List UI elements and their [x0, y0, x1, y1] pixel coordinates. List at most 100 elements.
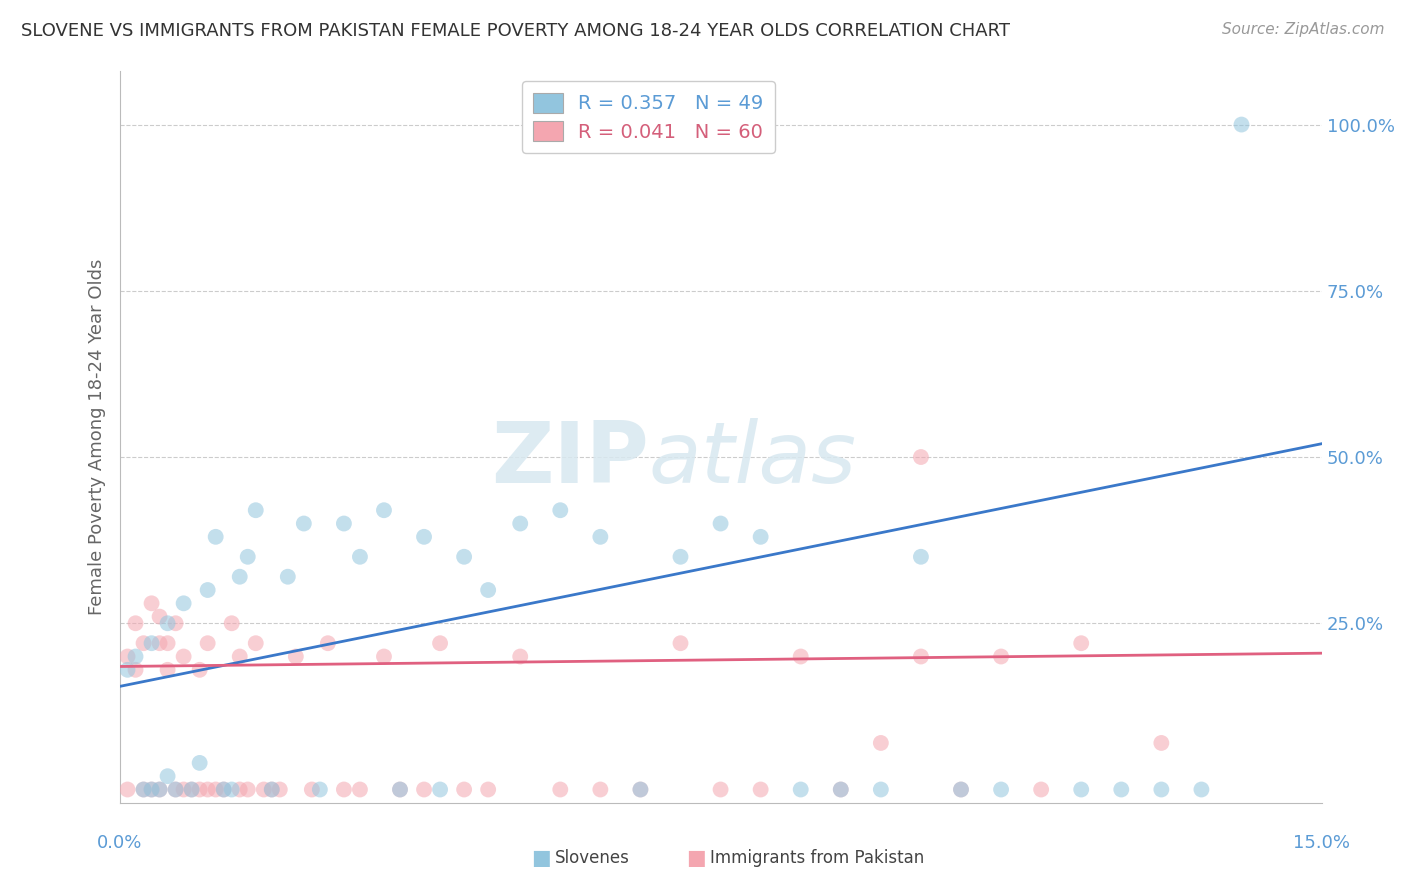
- Point: [149, 782, 172, 797]
- Point: [260, 782, 283, 797]
- Point: [156, 616, 179, 631]
- Point: [950, 782, 973, 797]
- Point: [373, 649, 395, 664]
- Point: [156, 663, 179, 677]
- Legend: R = 0.357   N = 49, R = 0.041   N = 60: R = 0.357 N = 49, R = 0.041 N = 60: [522, 81, 775, 153]
- Point: [156, 769, 179, 783]
- Point: [197, 636, 219, 650]
- Point: [173, 649, 195, 664]
- Point: [630, 782, 652, 797]
- Point: [188, 756, 211, 770]
- Point: [1029, 782, 1052, 797]
- Point: [141, 596, 163, 610]
- Y-axis label: Female Poverty Among 18-24 Year Olds: Female Poverty Among 18-24 Year Olds: [87, 259, 105, 615]
- Point: [910, 549, 932, 564]
- Point: [253, 782, 276, 797]
- Point: [413, 530, 436, 544]
- Point: [269, 782, 291, 797]
- Point: [388, 782, 412, 797]
- Point: [349, 782, 371, 797]
- Point: [869, 782, 893, 797]
- Point: [292, 516, 315, 531]
- Point: [197, 782, 219, 797]
- Point: [277, 570, 299, 584]
- Point: [141, 782, 163, 797]
- Point: [1111, 782, 1133, 797]
- Point: [212, 782, 235, 797]
- Point: [165, 782, 187, 797]
- Point: [141, 782, 163, 797]
- Point: [669, 549, 692, 564]
- Point: [316, 636, 339, 650]
- Point: [197, 582, 219, 597]
- Point: [950, 782, 973, 797]
- Point: [132, 782, 155, 797]
- Text: ZIP: ZIP: [491, 417, 648, 500]
- Point: [117, 649, 139, 664]
- Point: [188, 782, 211, 797]
- Point: [301, 782, 323, 797]
- Text: Source: ZipAtlas.com: Source: ZipAtlas.com: [1222, 22, 1385, 37]
- Point: [156, 636, 179, 650]
- Point: [333, 516, 356, 531]
- Point: [204, 530, 226, 544]
- Point: [1070, 782, 1092, 797]
- Point: [1150, 782, 1173, 797]
- Point: [149, 609, 172, 624]
- Point: [349, 549, 371, 564]
- Point: [477, 582, 499, 597]
- Point: [165, 616, 187, 631]
- Point: [869, 736, 893, 750]
- Point: [429, 636, 451, 650]
- Point: [260, 782, 283, 797]
- Point: [1191, 782, 1213, 797]
- Point: [141, 636, 163, 650]
- Point: [204, 782, 226, 797]
- Point: [245, 636, 267, 650]
- Point: [630, 782, 652, 797]
- Point: [910, 649, 932, 664]
- Point: [388, 782, 412, 797]
- Point: [413, 782, 436, 797]
- Text: atlas: atlas: [648, 417, 856, 500]
- Text: Immigrants from Pakistan: Immigrants from Pakistan: [710, 849, 924, 867]
- Point: [124, 649, 146, 664]
- Point: [221, 616, 243, 631]
- Point: [749, 782, 772, 797]
- Point: [550, 503, 572, 517]
- Point: [1230, 118, 1253, 132]
- Point: [124, 663, 146, 677]
- Text: SLOVENE VS IMMIGRANTS FROM PAKISTAN FEMALE POVERTY AMONG 18-24 YEAR OLDS CORRELA: SLOVENE VS IMMIGRANTS FROM PAKISTAN FEMA…: [21, 22, 1010, 40]
- Text: 15.0%: 15.0%: [1294, 834, 1350, 852]
- Point: [990, 782, 1012, 797]
- Point: [550, 782, 572, 797]
- Point: [188, 663, 211, 677]
- Point: [309, 782, 332, 797]
- Point: [669, 636, 692, 650]
- Point: [236, 549, 259, 564]
- Point: [180, 782, 202, 797]
- Point: [333, 782, 356, 797]
- Point: [790, 649, 813, 664]
- Point: [509, 649, 531, 664]
- Point: [117, 782, 139, 797]
- Point: [830, 782, 852, 797]
- Point: [221, 782, 243, 797]
- Point: [228, 649, 252, 664]
- Point: [212, 782, 235, 797]
- Point: [173, 782, 195, 797]
- Point: [1070, 636, 1092, 650]
- Point: [749, 530, 772, 544]
- Text: ■: ■: [531, 848, 551, 868]
- Text: 0.0%: 0.0%: [97, 834, 142, 852]
- Text: ■: ■: [686, 848, 706, 868]
- Point: [453, 782, 475, 797]
- Point: [124, 616, 146, 631]
- Point: [236, 782, 259, 797]
- Point: [165, 782, 187, 797]
- Point: [589, 530, 612, 544]
- Point: [509, 516, 531, 531]
- Point: [453, 549, 475, 564]
- Point: [990, 649, 1012, 664]
- Point: [132, 782, 155, 797]
